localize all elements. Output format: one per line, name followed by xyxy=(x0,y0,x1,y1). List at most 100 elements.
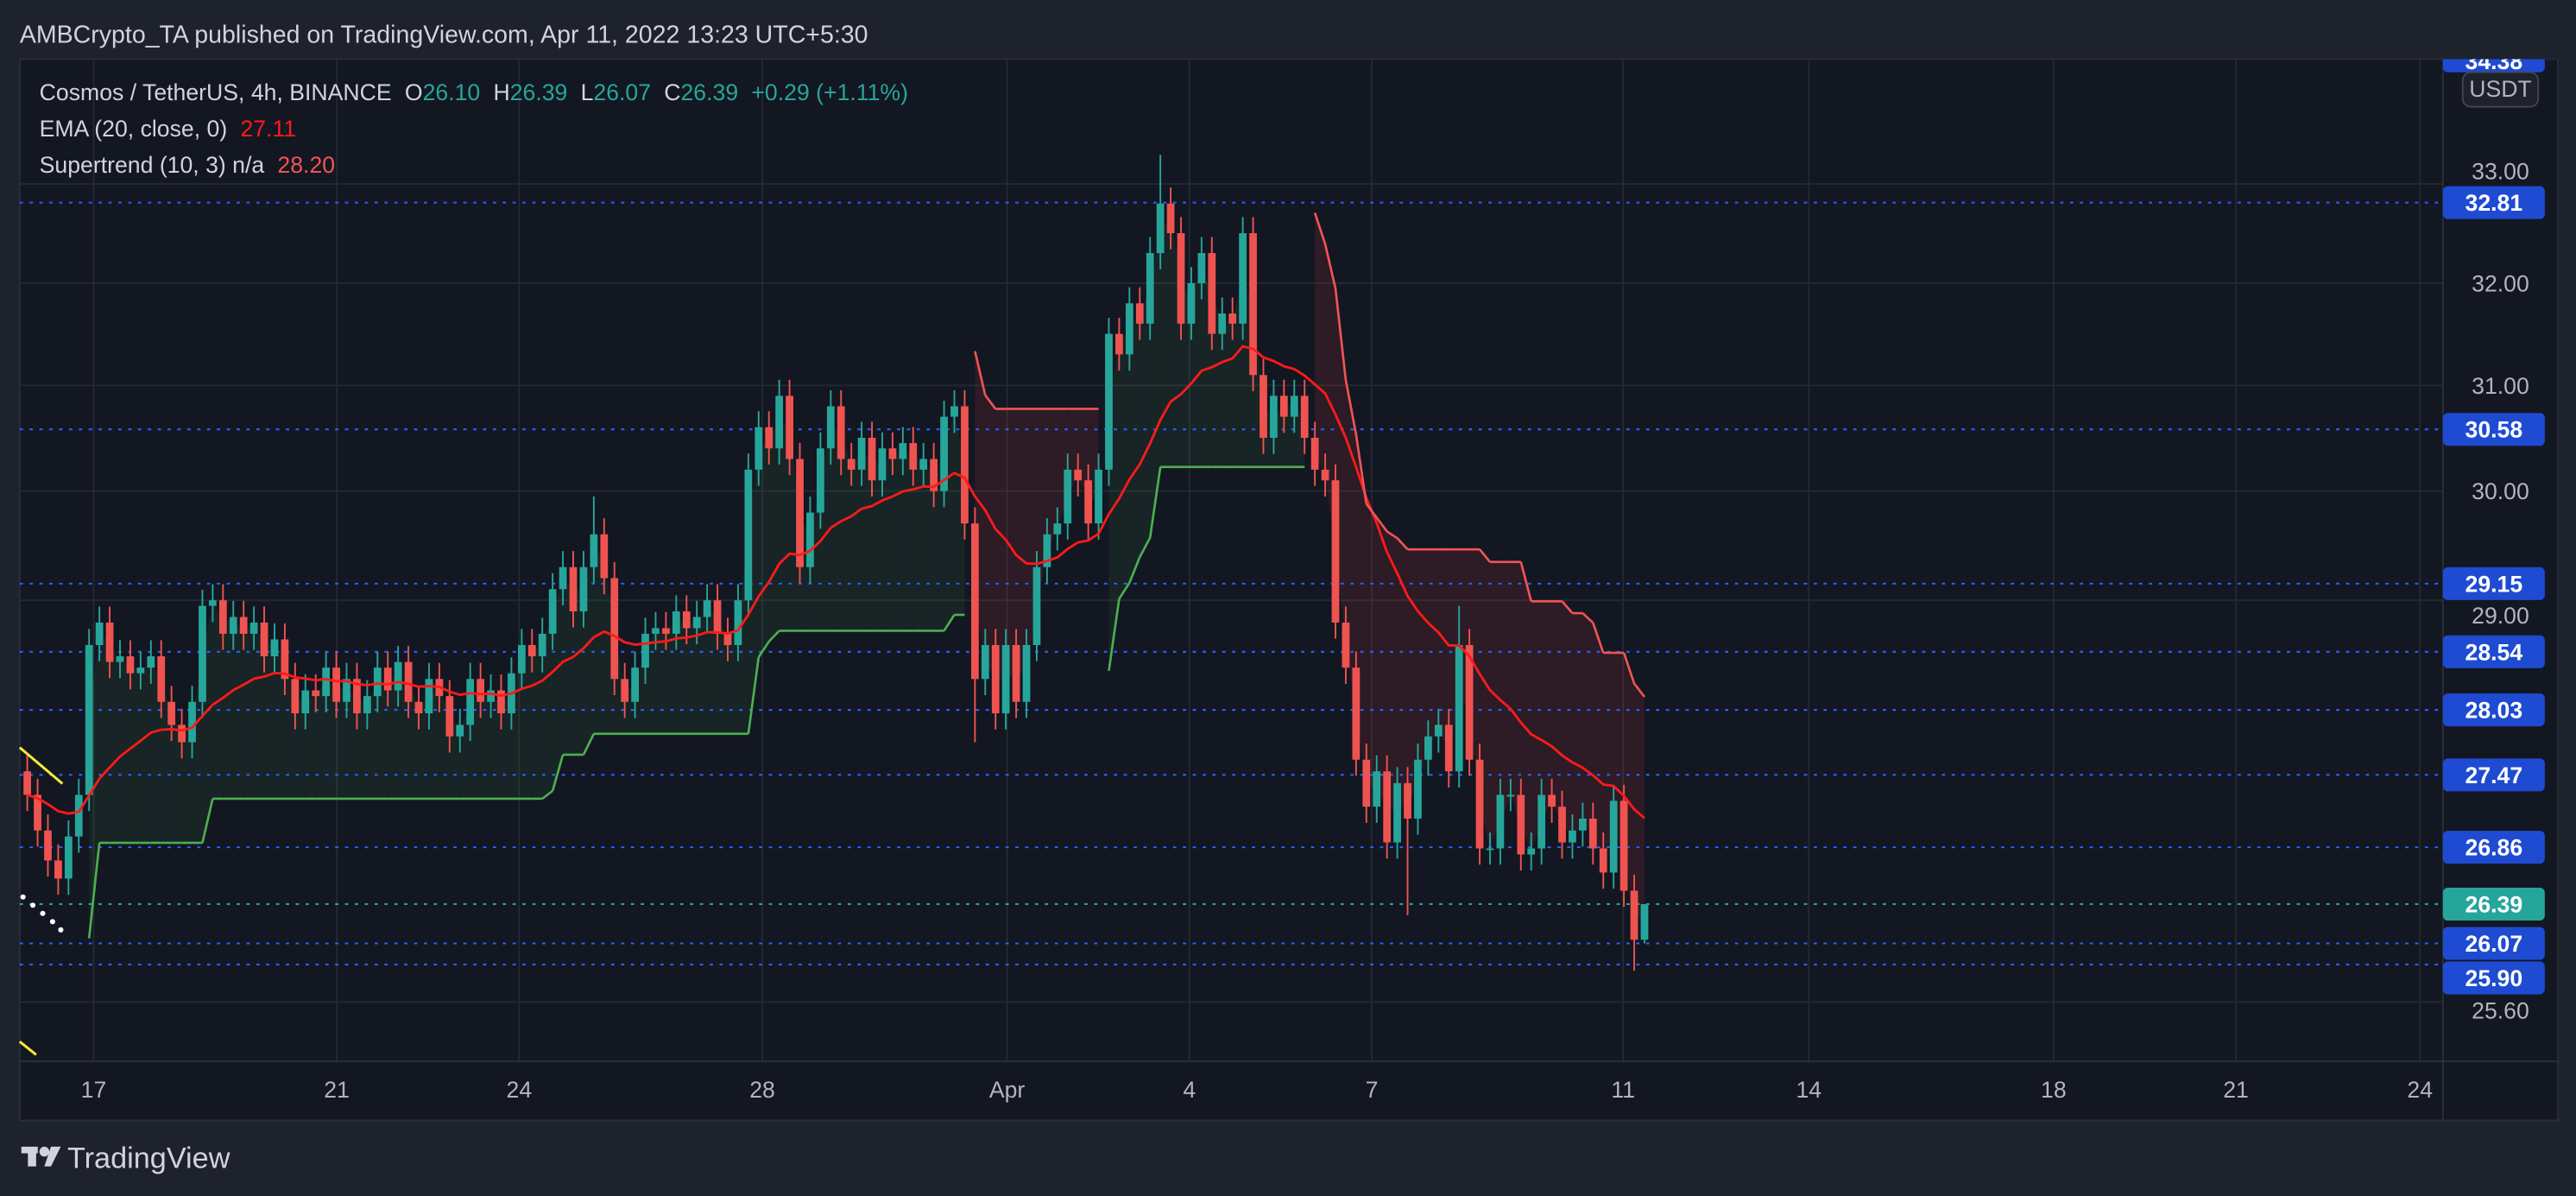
candle-up[interactable] xyxy=(466,662,475,742)
candle-down[interactable] xyxy=(1404,767,1411,915)
candle-down[interactable] xyxy=(1362,744,1371,823)
candle-up[interactable] xyxy=(1239,217,1247,340)
candle-down[interactable] xyxy=(1249,217,1257,392)
candle-down[interactable] xyxy=(1321,453,1329,497)
candle-down[interactable] xyxy=(1084,464,1093,540)
price-axis[interactable]: 33.0032.0031.0030.0029.0025.6034.3832.81… xyxy=(2442,0,2576,1023)
candle-down[interactable] xyxy=(34,778,41,847)
candle-up[interactable] xyxy=(1496,778,1505,865)
candle-up[interactable] xyxy=(1424,720,1432,776)
candle-up[interactable] xyxy=(1043,518,1051,584)
candle-down[interactable] xyxy=(1135,287,1144,340)
candle-down[interactable] xyxy=(1342,606,1350,684)
candle-up[interactable] xyxy=(631,651,639,718)
candle-up[interactable] xyxy=(1125,287,1133,371)
candle-up[interactable] xyxy=(744,453,753,617)
candle-down[interactable] xyxy=(930,442,938,508)
candle-up[interactable] xyxy=(425,662,433,730)
candle-down[interactable] xyxy=(1279,379,1288,433)
candle-up[interactable] xyxy=(672,595,680,650)
candle-up[interactable] xyxy=(209,584,217,623)
candle-down[interactable] xyxy=(1166,187,1175,250)
candle-up[interactable] xyxy=(950,389,958,433)
candle-down[interactable] xyxy=(888,432,897,476)
candle-up[interactable] xyxy=(1032,551,1041,661)
candle-down[interactable] xyxy=(1260,358,1267,454)
candle-up[interactable] xyxy=(363,680,371,730)
candle-up[interactable] xyxy=(1527,832,1536,871)
candle-down[interactable] xyxy=(1074,453,1083,497)
candle-up[interactable] xyxy=(64,820,73,895)
candle-up[interactable] xyxy=(1414,744,1422,835)
candle-down[interactable] xyxy=(44,814,52,877)
candle-down[interactable] xyxy=(260,606,268,673)
candle-up[interactable] xyxy=(806,497,814,584)
candle-down[interactable] xyxy=(970,507,979,743)
candle-up[interactable] xyxy=(1187,267,1196,340)
candle-up[interactable] xyxy=(590,496,598,584)
candle-up[interactable] xyxy=(517,629,526,690)
candle-up[interactable] xyxy=(652,611,660,650)
candle-up[interactable] xyxy=(1218,297,1227,351)
candle-down[interactable] xyxy=(105,606,114,679)
candle-down[interactable] xyxy=(1177,217,1185,340)
candle-up[interactable] xyxy=(116,640,124,679)
candle-down[interactable] xyxy=(1331,464,1340,639)
candle-up[interactable] xyxy=(136,651,145,690)
candle-up[interactable] xyxy=(1156,155,1165,269)
candle-up[interactable] xyxy=(270,623,279,673)
candle-up[interactable] xyxy=(1578,802,1587,847)
supertrend-legend[interactable]: Supertrend (10, 3) n/a 28.20 xyxy=(40,152,335,178)
candle-up[interactable] xyxy=(734,584,742,661)
candle-down[interactable] xyxy=(1383,755,1392,859)
candles[interactable] xyxy=(23,155,1649,971)
candle-up[interactable] xyxy=(1064,453,1072,540)
candle-down[interactable] xyxy=(1300,379,1309,454)
candle-down[interactable] xyxy=(1517,778,1525,871)
candle-up[interactable] xyxy=(981,629,989,695)
candle-up[interactable] xyxy=(1197,237,1206,300)
candle-down[interactable] xyxy=(847,442,856,486)
candle-down[interactable] xyxy=(404,645,413,718)
candle-down[interactable] xyxy=(497,674,505,730)
candle-up[interactable] xyxy=(940,400,948,508)
candle-up[interactable] xyxy=(775,379,784,465)
candle-down[interactable] xyxy=(414,686,423,730)
candle-down[interactable] xyxy=(662,611,670,650)
candle-up[interactable] xyxy=(817,432,824,529)
candle-up[interactable] xyxy=(1022,629,1031,718)
candle-up[interactable] xyxy=(249,606,258,650)
candle-down[interactable] xyxy=(291,662,300,730)
candle-up[interactable] xyxy=(487,674,495,718)
candle-up[interactable] xyxy=(1434,708,1443,753)
candle-up[interactable] xyxy=(1506,778,1515,812)
candle-down[interactable] xyxy=(961,389,969,540)
time-axis[interactable]: 17 21 24 28 Apr 4 7 11 14 18 21 24 xyxy=(81,1077,2434,1103)
candle-down[interactable] xyxy=(713,584,722,650)
candle-up[interactable] xyxy=(1455,605,1463,788)
candle-up[interactable] xyxy=(857,421,866,486)
candle-down[interactable] xyxy=(1465,629,1474,776)
candle-down[interactable] xyxy=(569,551,578,628)
candle-down[interactable] xyxy=(1599,832,1607,889)
candle-up[interactable] xyxy=(1105,318,1113,486)
candle-up[interactable] xyxy=(322,651,331,712)
candle-down[interactable] xyxy=(126,640,135,690)
candle-up[interactable] xyxy=(641,617,649,684)
candle-down[interactable] xyxy=(281,623,289,695)
candle-down[interactable] xyxy=(1619,784,1628,908)
candle-up[interactable] xyxy=(1146,237,1154,340)
candle-up[interactable] xyxy=(919,442,928,486)
candle-up[interactable] xyxy=(74,778,83,853)
candle-down[interactable] xyxy=(991,629,1000,730)
candle-down[interactable] xyxy=(157,640,166,718)
candle-down[interactable] xyxy=(1588,802,1597,865)
candle-down[interactable] xyxy=(477,662,485,718)
candle-up[interactable] xyxy=(373,651,382,712)
candle-up[interactable] xyxy=(85,629,93,812)
candle-up[interactable] xyxy=(394,645,402,707)
candle-down[interactable] xyxy=(239,600,248,650)
candle-up[interactable] xyxy=(301,674,310,730)
candle-up[interactable] xyxy=(188,686,196,759)
candle-down[interactable] xyxy=(218,584,227,650)
